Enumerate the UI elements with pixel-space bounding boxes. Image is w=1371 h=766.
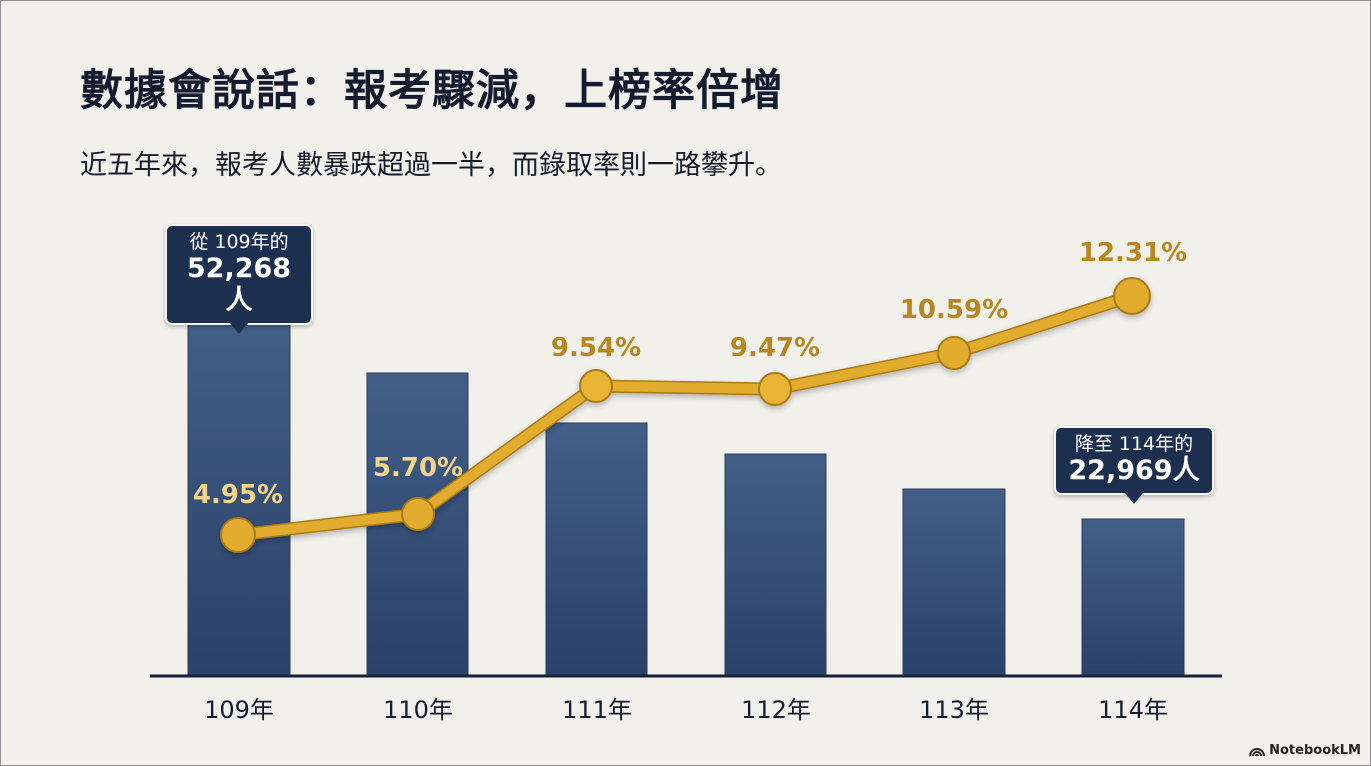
point-113 [937, 336, 971, 370]
bar-112 [724, 453, 827, 676]
point-109 [220, 517, 256, 553]
point-110 [401, 497, 435, 531]
callout-start-line1: 從 109年的 [189, 231, 289, 253]
point-111 [579, 369, 613, 403]
x-label-114: 114年 [1098, 696, 1168, 724]
x-label-110: 110年 [383, 696, 453, 724]
point-112 [758, 372, 792, 406]
page-title: 數據會說話：報考驟減，上榜率倍增 [80, 66, 784, 116]
point-114 [1113, 277, 1151, 315]
notebooklm-logo-icon [1249, 747, 1266, 756]
bar-113 [902, 488, 1006, 676]
pct-label-111: 9.54% [550, 333, 642, 363]
x-label-113: 113年 [919, 696, 989, 724]
pct-label-110: 5.70% [372, 453, 464, 483]
pct-label-112: 9.47% [729, 333, 821, 363]
callout-end: 降至 114年的 22,969人 [1054, 426, 1214, 504]
brand-watermark: NotebookLM [1249, 743, 1361, 758]
bar-109 [187, 317, 291, 676]
pct-label-114: 12.31% [1078, 238, 1188, 268]
x-label-111: 111年 [562, 696, 632, 724]
page-subtitle: 近五年來，報考人數暴跌超過一半，而錄取率則一路攀升。 [80, 150, 782, 181]
bars [187, 317, 1185, 676]
rate-line [220, 277, 1151, 553]
x-label-109: 109年 [204, 696, 274, 724]
bar-111 [545, 422, 648, 676]
bar-114 [1081, 518, 1185, 676]
pct-label-109: 4.95% [192, 480, 284, 510]
x-label-112: 112年 [741, 696, 811, 724]
brand-label: NotebookLM [1269, 743, 1361, 758]
pct-label-113: 10.59% [899, 295, 1009, 325]
callout-end-value: 22,969人 [1068, 455, 1200, 486]
callout-start: 從 109年的 52,268人 [165, 224, 313, 334]
callout-end-line1: 降至 114年的 [1074, 433, 1194, 455]
callout-start-value: 52,268人 [186, 253, 292, 316]
